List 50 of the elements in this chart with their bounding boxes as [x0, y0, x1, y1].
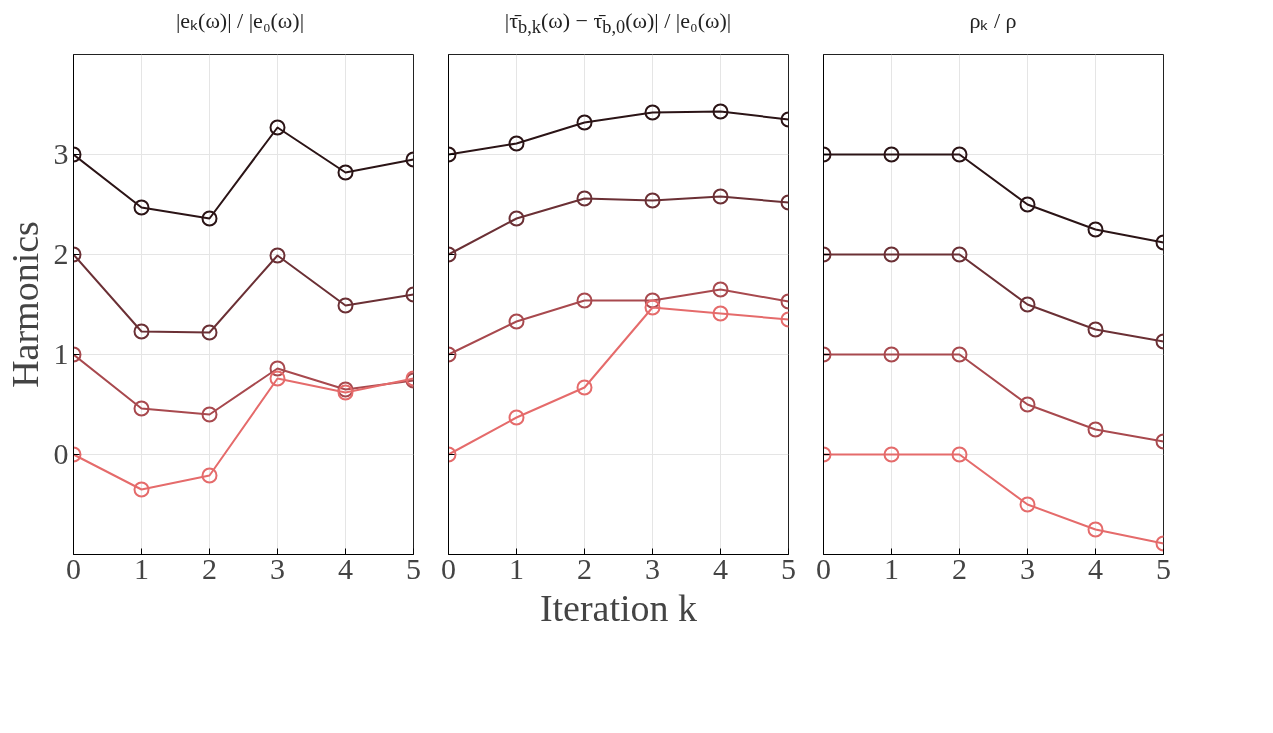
y-tick-label: 1 [53, 337, 69, 370]
point [1019, 296, 1036, 313]
y-tick-label: 2 [53, 237, 69, 270]
point [951, 246, 968, 263]
x-tick-label: 0 [816, 551, 831, 585]
chart-title: |eₖ(ω)| / |e₀(ω)| [175, 7, 305, 35]
x-tick-label: 2 [952, 551, 967, 585]
x-axis-title: Iteration k [539, 586, 698, 629]
chart-title: |τ̄$_{b,k}$(ω) − τ̄$_{b,0}$(ω)| / |e₀(ω)| [504, 7, 732, 40]
x-tick-label: 5 [781, 551, 796, 585]
x-tick-label: 4 [713, 551, 728, 585]
point [201, 467, 218, 484]
point [644, 299, 661, 316]
x-tick-label: 2 [577, 551, 592, 585]
x-tick-label: 1 [509, 551, 524, 585]
point [576, 114, 593, 131]
point [644, 104, 661, 121]
point [576, 190, 593, 207]
point [269, 370, 286, 387]
point [576, 379, 593, 396]
point [1019, 196, 1036, 213]
point [644, 292, 661, 309]
point [1019, 396, 1036, 413]
point [951, 446, 968, 463]
point [576, 292, 593, 309]
x-tick-label: 4 [338, 551, 353, 585]
point [951, 146, 968, 163]
point [1019, 496, 1036, 513]
x-tick-label: 3 [270, 551, 285, 585]
point [951, 346, 968, 363]
x-tick-label: 5 [406, 551, 421, 585]
point [644, 192, 661, 209]
y-axis-title: Harmonics [3, 221, 46, 388]
point [269, 247, 286, 264]
x-tick-label: 0 [441, 551, 456, 585]
chart-title: ρₖ / ρ [969, 7, 1017, 35]
point [201, 210, 218, 227]
x-tick-label: 1 [134, 551, 149, 585]
point [201, 324, 218, 341]
y-tick-label: 0 [53, 437, 69, 470]
x-tick-label: 1 [884, 551, 899, 585]
point [269, 119, 286, 136]
x-tick-label: 3 [1020, 551, 1035, 585]
point [201, 406, 218, 423]
x-tick-label: 2 [202, 551, 217, 585]
y-tick-label: 3 [53, 137, 69, 170]
x-tick-label: 4 [1088, 551, 1103, 585]
x-tick-label: 3 [645, 551, 660, 585]
x-tick-label: 5 [1156, 551, 1171, 585]
point [269, 360, 286, 377]
